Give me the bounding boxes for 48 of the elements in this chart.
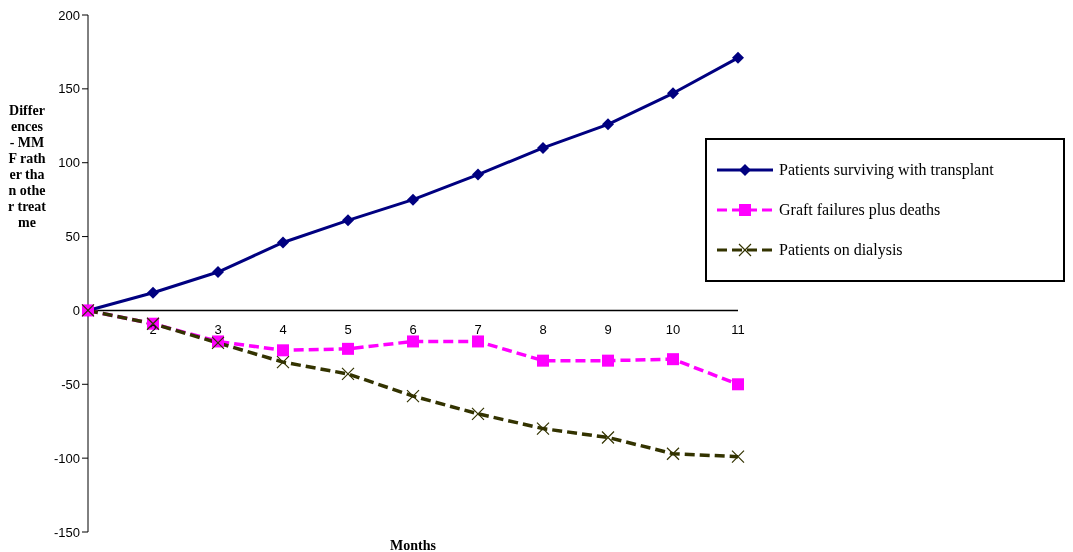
- point: [667, 87, 679, 100]
- point: [407, 193, 419, 206]
- y-tick-label: 200: [58, 7, 80, 23]
- point: [471, 407, 485, 421]
- point: [666, 447, 680, 461]
- point: [277, 344, 289, 357]
- y-tick-label: 150: [58, 81, 80, 97]
- x-tick-label: 8: [539, 322, 547, 338]
- point: [342, 342, 354, 355]
- y-tick-label: 100: [58, 155, 80, 171]
- point: [341, 367, 355, 381]
- point: [472, 335, 484, 348]
- y-tick-label: 50: [65, 229, 80, 245]
- point: [536, 422, 550, 436]
- y-tick-label: -100: [53, 450, 80, 466]
- legend-label: Patients surviving with transplant: [779, 161, 994, 179]
- y-axis-title: Differences - MMF rather than other treatme: [8, 103, 46, 231]
- x-tick-label: 6: [409, 322, 417, 338]
- point: [731, 450, 745, 464]
- legend-label: Graft failures plus deaths: [779, 201, 941, 219]
- y-tick-label: -150: [53, 524, 80, 540]
- point: [277, 236, 289, 249]
- point: [276, 355, 290, 369]
- point: [407, 335, 419, 348]
- point: [602, 354, 614, 367]
- x-tick-label: 7: [474, 322, 482, 338]
- legend-label: Patients on dialysis: [779, 241, 903, 259]
- point: [732, 378, 744, 391]
- point: [602, 118, 614, 131]
- point: [472, 168, 484, 181]
- x-tick-label: 5: [344, 322, 352, 338]
- x-tick-label: 3: [214, 322, 222, 338]
- point: [601, 430, 615, 445]
- y-tick-label: 0: [72, 303, 80, 319]
- x-tick-label: 11: [731, 322, 745, 338]
- x-tick-label: 10: [665, 322, 681, 338]
- x-tick-label: 9: [604, 322, 612, 338]
- point: [667, 353, 679, 366]
- point: [732, 51, 744, 64]
- point: [212, 266, 224, 279]
- x-axis-title: Months: [390, 538, 437, 552]
- point: [537, 354, 549, 367]
- y-tick-label: -50: [61, 376, 80, 392]
- point: [537, 141, 549, 154]
- point: [147, 286, 159, 299]
- point: [342, 214, 354, 227]
- x-tick-label: 4: [279, 322, 287, 338]
- point: [406, 389, 420, 403]
